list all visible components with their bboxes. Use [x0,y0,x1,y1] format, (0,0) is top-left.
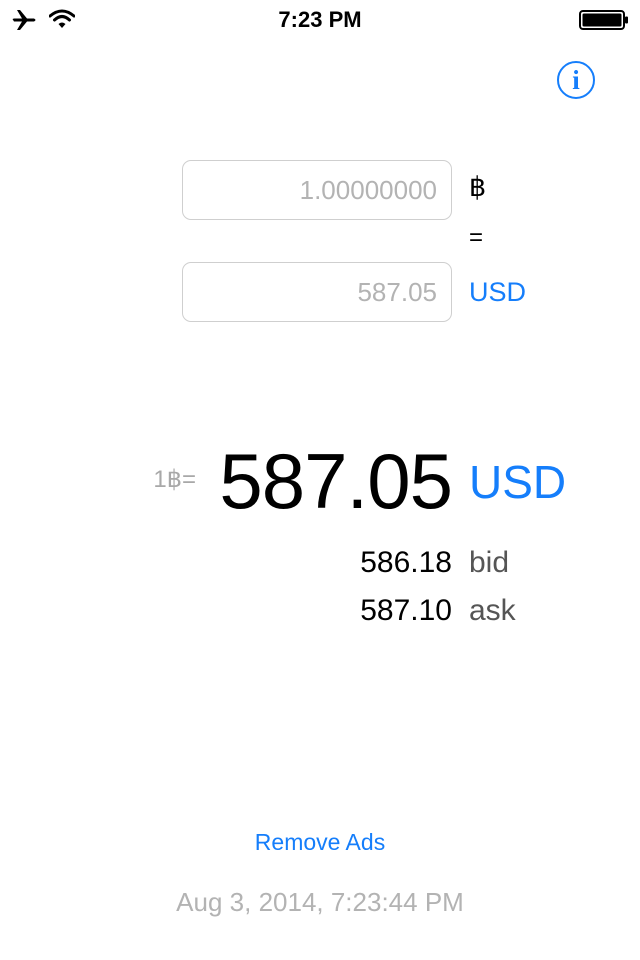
rate-currency-button[interactable]: USD [469,456,567,508]
status-bar: 7:23 PM [0,0,640,40]
info-button[interactable]: i [557,61,595,99]
last-updated-timestamp: Aug 3, 2014, 7:23:44 PM [176,887,464,917]
btc-amount-input[interactable] [182,160,452,220]
bid-value: 586.18 [360,546,452,579]
rate-value: 587.05 [219,437,453,525]
rate-prefix: 1฿= [153,466,196,493]
bid-label: bid [469,546,510,579]
wifi-icon [49,9,75,28]
equals-sign: = [469,224,484,251]
status-time: 7:23 PM [278,7,362,32]
airplane-icon [12,10,36,30]
ask-label: ask [469,594,516,627]
remove-ads-button[interactable]: Remove Ads [254,829,386,855]
fiat-amount-input[interactable] [182,262,452,322]
btc-symbol: ฿ [469,172,487,202]
currency-selector[interactable]: USD [469,277,527,307]
battery-icon [579,10,628,30]
ask-value: 587.10 [360,594,452,627]
info-icon: i [572,64,580,95]
